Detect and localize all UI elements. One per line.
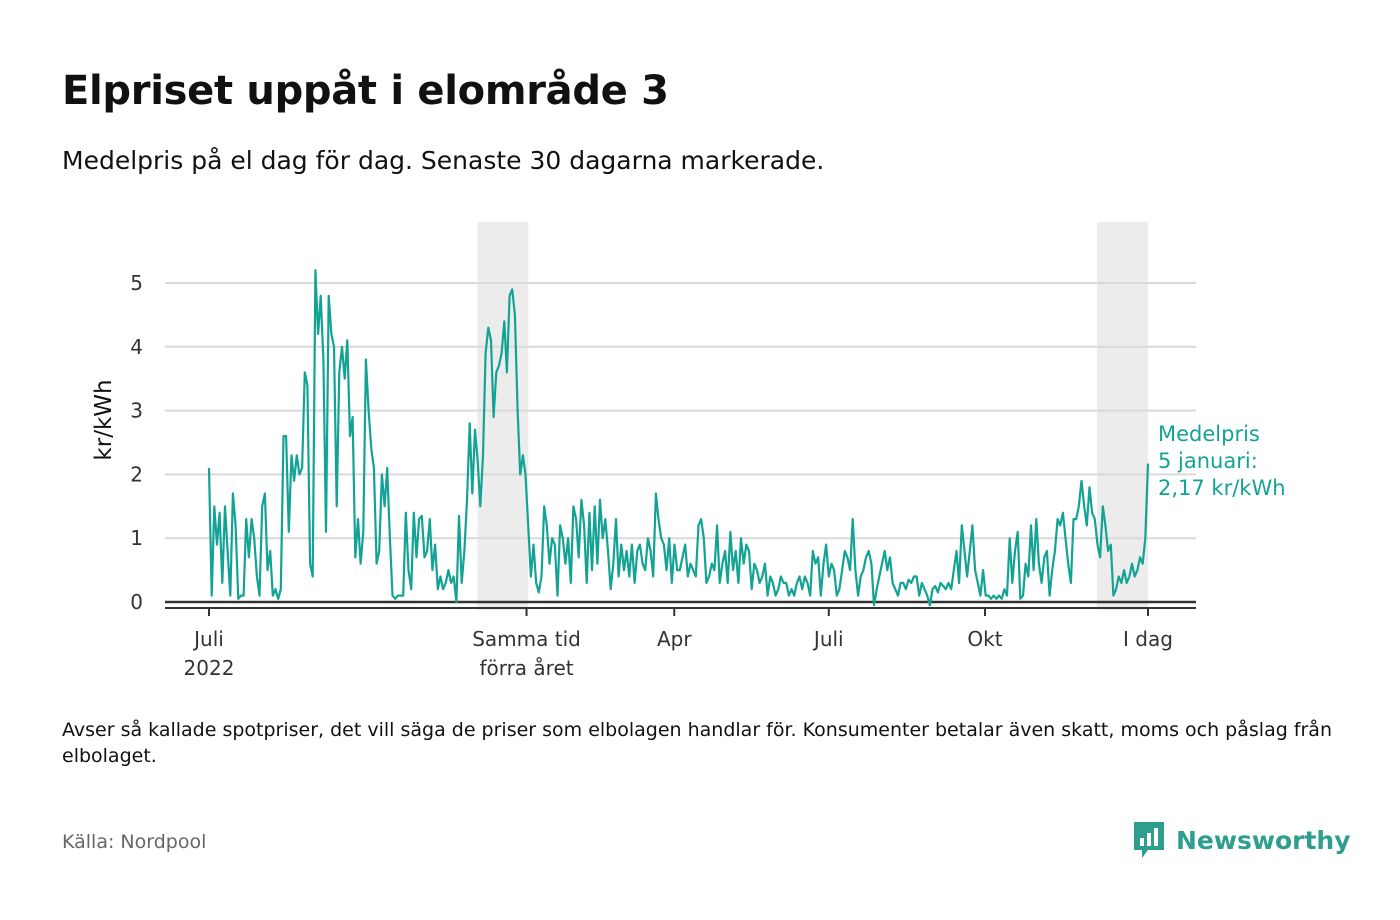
x-tick-label: Juli (812, 627, 844, 651)
x-tick-label: Samma tid (472, 627, 581, 651)
x-tick-label: Okt (967, 627, 1002, 651)
latest-value-annotation: Medelpris 5 januari: 2,17 kr/kWh (1158, 422, 1286, 500)
highlight-bands (477, 222, 1148, 610)
x-tick-label: Apr (657, 627, 692, 651)
series-line (207, 269, 1150, 607)
gridlines (165, 282, 1196, 604)
y-tick-label: 1 (130, 526, 143, 550)
x-tick-label: Juli (192, 627, 224, 651)
y-axis-label: kr/kWh (91, 379, 117, 460)
footnote: Avser så kallade spotpriser, det vill sä… (62, 719, 1332, 767)
y-tick-label: 2 (130, 462, 143, 486)
y-tick-label: 5 (130, 271, 143, 295)
brand-name: Newsworthy (1176, 825, 1351, 855)
y-tick-label: 4 (130, 335, 143, 359)
highlight-band-2 (1097, 222, 1148, 610)
x-axis: Juli 2022 Samma tid förra året Apr Juli Okt I d… (165, 607, 1196, 680)
annotation-line: 2,17 kr/kWh (1158, 476, 1286, 500)
x-tick-label-line2: 2022 (184, 656, 235, 680)
chart-subtitle: Medelpris på el dag för dag. Senaste 30 … (62, 146, 825, 175)
source-label: Källa: Nordpool (62, 831, 207, 853)
brand-logo: Newsworthy (1132, 820, 1351, 860)
x-tick-label: I dag (1123, 627, 1173, 651)
highlight-band-1 (477, 222, 529, 610)
chart-title: Elpriset uppåt i elområde 3 (62, 68, 669, 114)
y-tick-label: 3 (130, 399, 143, 423)
annotation-line: Medelpris (1158, 422, 1260, 446)
series-lines (207, 269, 1150, 607)
y-tick-label: 0 (130, 590, 143, 614)
newsworthy-logo-icon (1134, 822, 1164, 858)
y-axis: 0 1 2 3 4 5 (130, 271, 143, 614)
annotation-line: 5 januari: (1158, 449, 1258, 473)
x-tick-label-line2: förra året (479, 656, 573, 680)
